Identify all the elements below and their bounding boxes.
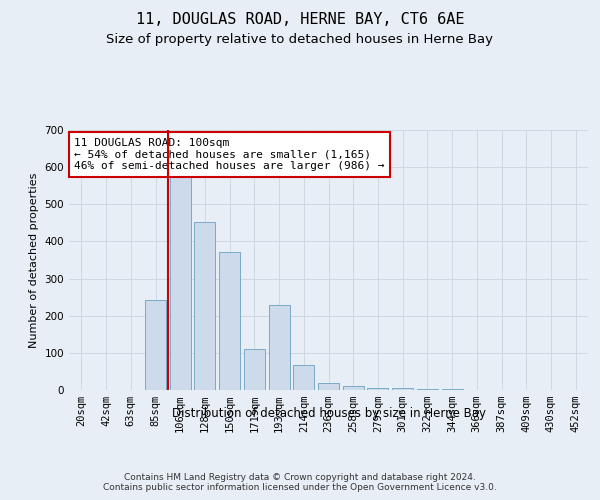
Bar [244,349,265,390]
Text: 11 DOUGLAS ROAD: 100sqm
← 54% of detached houses are smaller (1,165)
46% of semi: 11 DOUGLAS ROAD: 100sqm ← 54% of detache… [74,138,385,171]
Bar [318,382,339,390]
Bar [367,388,388,390]
Bar [170,176,191,390]
Bar [219,252,240,390]
Text: Distribution of detached houses by size in Herne Bay: Distribution of detached houses by size … [172,408,486,420]
Y-axis label: Number of detached properties: Number of detached properties [29,172,39,348]
Text: 11, DOUGLAS ROAD, HERNE BAY, CT6 6AE: 11, DOUGLAS ROAD, HERNE BAY, CT6 6AE [136,12,464,28]
Bar [145,300,166,390]
Text: Size of property relative to detached houses in Herne Bay: Size of property relative to detached ho… [107,32,493,46]
Bar [392,388,413,390]
Text: Contains HM Land Registry data © Crown copyright and database right 2024.
Contai: Contains HM Land Registry data © Crown c… [103,472,497,492]
Bar [194,222,215,390]
Bar [269,305,290,390]
Bar [343,386,364,390]
Bar [417,388,438,390]
Bar [293,364,314,390]
